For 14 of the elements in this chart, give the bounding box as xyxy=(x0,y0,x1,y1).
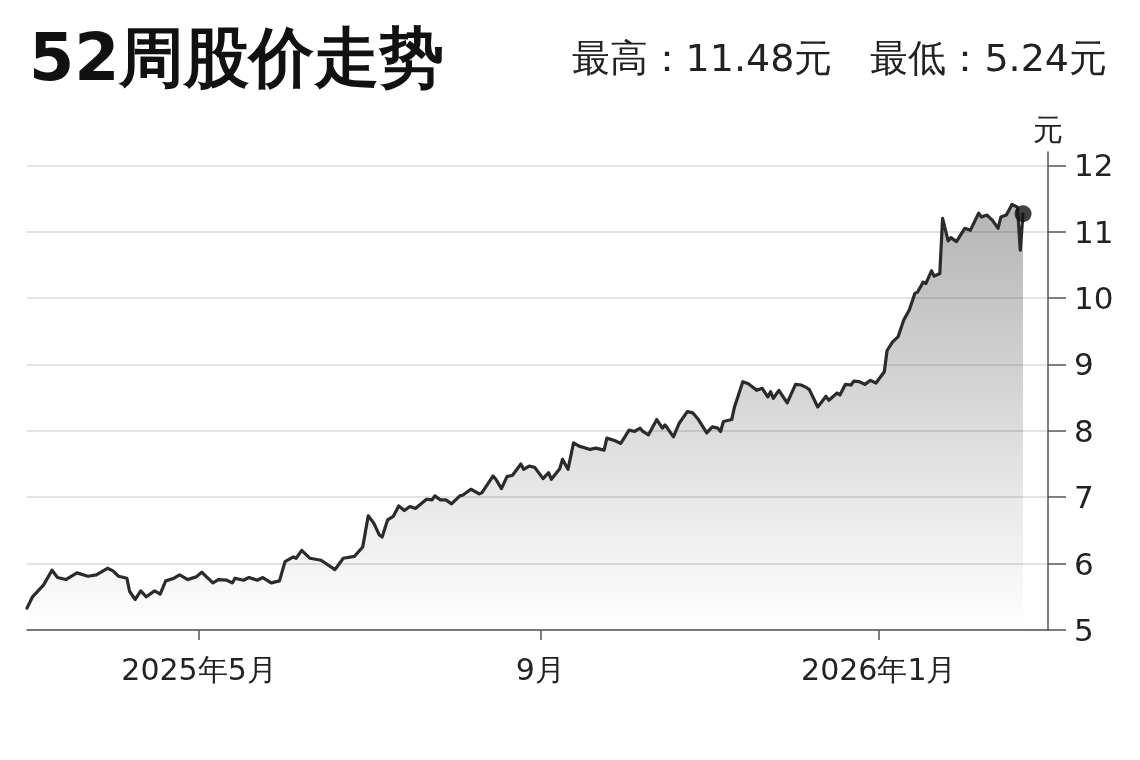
y-tick-label: 10 xyxy=(1074,280,1114,317)
x-tick-label: 2026年1月 xyxy=(801,651,957,687)
y-tick-label: 7 xyxy=(1074,479,1094,516)
y-axis-title: 元 xyxy=(1033,111,1063,147)
chart-subtitle: 最高：11.48元 最低：5.24元 xyxy=(571,36,1108,80)
x-tick-label: 2025年5月 xyxy=(121,651,277,687)
chart-title: 52周股价走势 xyxy=(29,20,445,95)
y-tick-label: 5 xyxy=(1074,612,1094,648)
x-tick-label: 9月 xyxy=(515,651,565,687)
y-tick-label: 12 xyxy=(1074,147,1114,184)
y-tick-label: 9 xyxy=(1074,346,1094,383)
y-tick-label: 8 xyxy=(1074,412,1094,449)
y-tick-label: 6 xyxy=(1074,545,1094,582)
y-tick-label: 11 xyxy=(1074,213,1114,250)
